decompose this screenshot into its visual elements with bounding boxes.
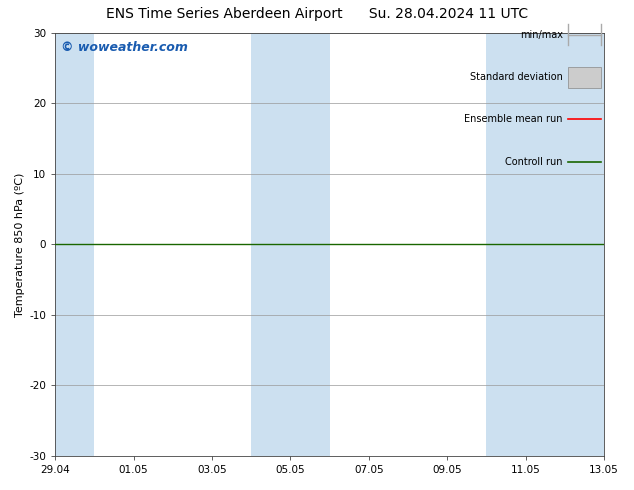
Text: Standard deviation: Standard deviation [470, 72, 563, 82]
Text: Ensemble mean run: Ensemble mean run [465, 115, 563, 124]
Text: ENS Time Series Aberdeen Airport      Su. 28.04.2024 11 UTC: ENS Time Series Aberdeen Airport Su. 28.… [106, 7, 528, 22]
Text: Controll run: Controll run [505, 157, 563, 167]
Text: min/max: min/max [520, 30, 563, 40]
Bar [486, 33, 604, 456]
FancyBboxPatch shape [569, 67, 602, 88]
Y-axis label: Temperature 850 hPa (ºC): Temperature 850 hPa (ºC) [15, 172, 25, 317]
Bar [251, 33, 330, 456]
Text: © woweather.com: © woweather.com [61, 41, 188, 54]
Bar [55, 33, 94, 456]
